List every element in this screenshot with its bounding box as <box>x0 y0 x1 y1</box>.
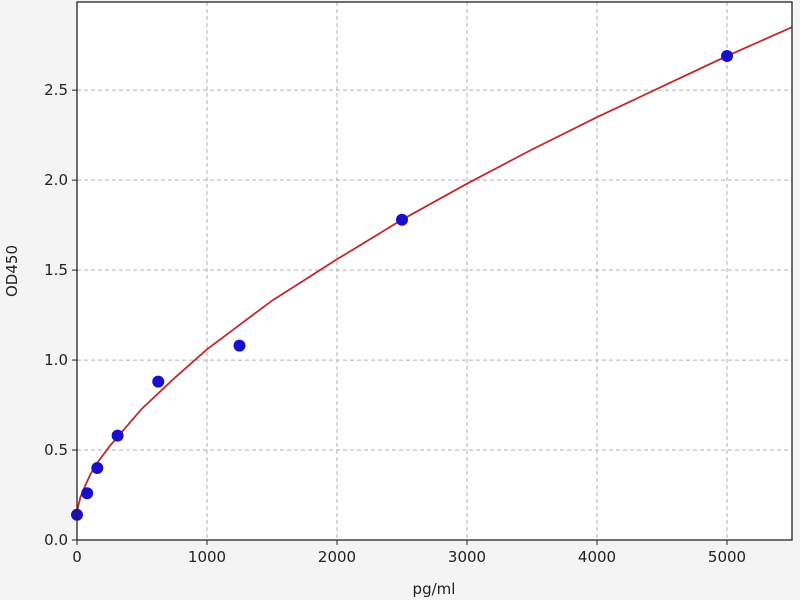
y-tick-label: 1.5 <box>44 261 68 279</box>
x-axis-label: pg/ml <box>413 580 456 598</box>
data-point <box>111 429 124 442</box>
y-tick-label: 1.0 <box>44 351 68 369</box>
y-tick-label: 2.5 <box>44 81 68 99</box>
x-tick-label: 4000 <box>578 548 616 566</box>
plot-frame <box>76 1 793 541</box>
y-axis-label: OD450 <box>3 245 21 297</box>
data-point <box>233 339 246 352</box>
data-point <box>721 49 733 62</box>
y-tick-label: 0.0 <box>44 531 68 549</box>
x-tick-label: 3000 <box>448 548 486 566</box>
data-point <box>152 375 165 388</box>
y-tick-label: 2.0 <box>44 171 68 189</box>
plot-area <box>77 2 792 540</box>
data-point <box>396 213 408 226</box>
x-tick-label: 2000 <box>318 548 356 566</box>
x-tick-label: 5000 <box>708 548 746 566</box>
fit-curve-line <box>76 26 793 512</box>
data-point <box>81 487 94 500</box>
data-point <box>91 462 104 475</box>
x-tick-label: 1000 <box>188 548 226 566</box>
x-tick-label: 0 <box>72 548 82 566</box>
y-tick-label: 0.5 <box>44 441 68 459</box>
